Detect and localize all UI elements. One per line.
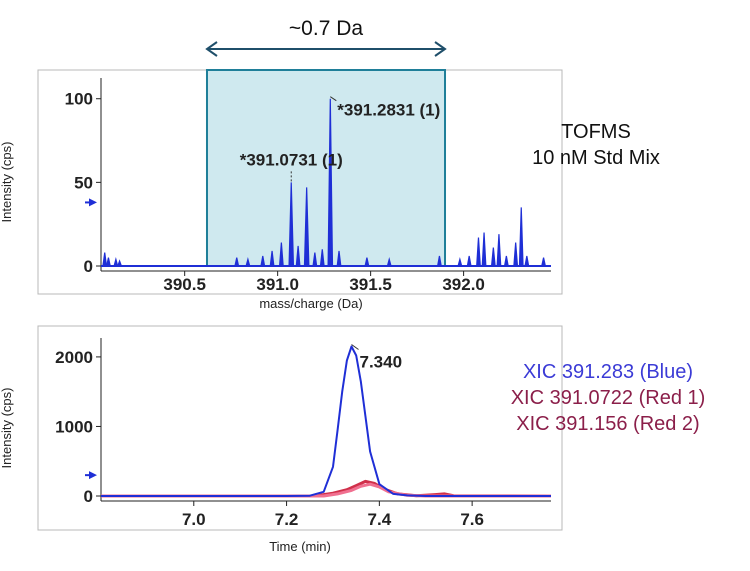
- ms-peak: [245, 256, 251, 267]
- ms-peak: [336, 250, 342, 267]
- ms-y-tick-label: 100: [65, 90, 93, 109]
- ms-peak: [481, 232, 487, 267]
- ms-peak-label: *391.2831 (1): [337, 101, 440, 120]
- xic-red1-legend: XIC 391.0722 (Red 1): [511, 387, 706, 409]
- width-arrow-left-head: [205, 41, 218, 57]
- xic-peak-label: 7.340: [360, 352, 403, 371]
- ms-peak: [457, 256, 463, 267]
- ms-peak: [386, 256, 392, 267]
- ms-peak: [113, 256, 119, 267]
- std-mix-label: 10 nM Std Mix: [532, 147, 660, 169]
- xic-peak-label-leader: [351, 344, 359, 350]
- xic-traces: [101, 345, 552, 498]
- mass-spectrum-axes: 0 50 100 390.5 391.0 391.5 392.0: [65, 78, 551, 294]
- ms-peak: [466, 255, 472, 267]
- ms-peak: [490, 247, 496, 267]
- ms-y-tick-label: 0: [84, 257, 93, 276]
- ms-peak: [319, 249, 325, 267]
- mass-spectrum-panel: 0 50 100 390.5 391.0 391.5 392.0 *391.0731 (1)…: [0, 69, 660, 311]
- ms-peak: [513, 242, 519, 267]
- ms-peak: [102, 252, 108, 267]
- ms-peak: [295, 245, 301, 267]
- mass-window-highlight: [205, 69, 447, 267]
- ms-peak: [116, 259, 123, 267]
- ms-peak: [524, 255, 530, 267]
- xic-y-tick-label: 1000: [55, 417, 93, 436]
- ms-peak: [503, 255, 509, 267]
- ms-peak: [518, 207, 524, 267]
- ms-peak: [234, 257, 240, 267]
- ms-peak-label: *391.0731 (1): [240, 150, 343, 169]
- ms-x-axis-label: mass/charge (Da): [259, 296, 362, 311]
- ms-peak: [288, 182, 295, 267]
- ms-peak: [278, 242, 284, 267]
- tofms-label: TOFMS: [561, 121, 631, 143]
- ms-peak: [364, 257, 370, 267]
- ms-peak: [105, 257, 111, 267]
- ms-x-tick-label: 391.5: [349, 275, 392, 294]
- ms-peak: [541, 257, 547, 267]
- xic-y-tick-label: 2000: [55, 348, 93, 367]
- xic-blue-legend: XIC 391.283 (Blue): [523, 361, 693, 383]
- width-arrow-right-head: [434, 41, 447, 57]
- xic-frame: [37, 325, 563, 531]
- ms-y-axis-label: Intensity (cps): [0, 142, 14, 223]
- ms-x-tick-label: 392.0: [442, 275, 485, 294]
- ms-peak: [327, 98, 334, 267]
- ms-peak: [436, 255, 442, 267]
- ms-peak: [476, 237, 481, 267]
- xic-axes: 0 1000 2000 7.0 7.2 7.4 7.6: [55, 338, 551, 529]
- ms-peak: [260, 255, 266, 267]
- xic-x-tick-label: 7.4: [368, 510, 392, 529]
- xic-panel: 0 1000 2000 7.0 7.2 7.4 7.6 7.340 Intensity (c…: [0, 325, 706, 554]
- xic-x-tick-label: 7.6: [460, 510, 484, 529]
- mass-spectrum-peaks: [101, 98, 551, 267]
- mass-width-annotation: ~0.7 Da: [205, 17, 447, 57]
- xic-x-axis-label: Time (min): [269, 539, 331, 554]
- ms-peak-label-leader: [330, 96, 337, 102]
- ms-peak: [303, 187, 310, 267]
- ms-peak: [312, 252, 318, 267]
- xic-y-tick-label: 0: [84, 487, 93, 506]
- xic-x-tick-label: 7.2: [275, 510, 299, 529]
- ms-peak: [269, 250, 275, 267]
- xic-red2-legend: XIC 391.156 (Red 2): [516, 413, 699, 435]
- xic-x-tick-label: 7.0: [182, 510, 206, 529]
- ms-peak: [496, 234, 502, 267]
- ms-x-tick-label: 390.5: [163, 275, 206, 294]
- ms-y-tick-label: 50: [74, 173, 93, 192]
- ms-x-tick-label: 391.0: [256, 275, 299, 294]
- xic-y-axis-label: Intensity (cps): [0, 388, 14, 469]
- xic-peak-labels: 7.340: [351, 344, 403, 371]
- mass-spectrum-peak-labels: *391.0731 (1) *391.2831 (1): [240, 96, 440, 182]
- xic-trace-blue-trace: [101, 345, 551, 497]
- width-annotation-text: ~0.7 Da: [289, 17, 363, 40]
